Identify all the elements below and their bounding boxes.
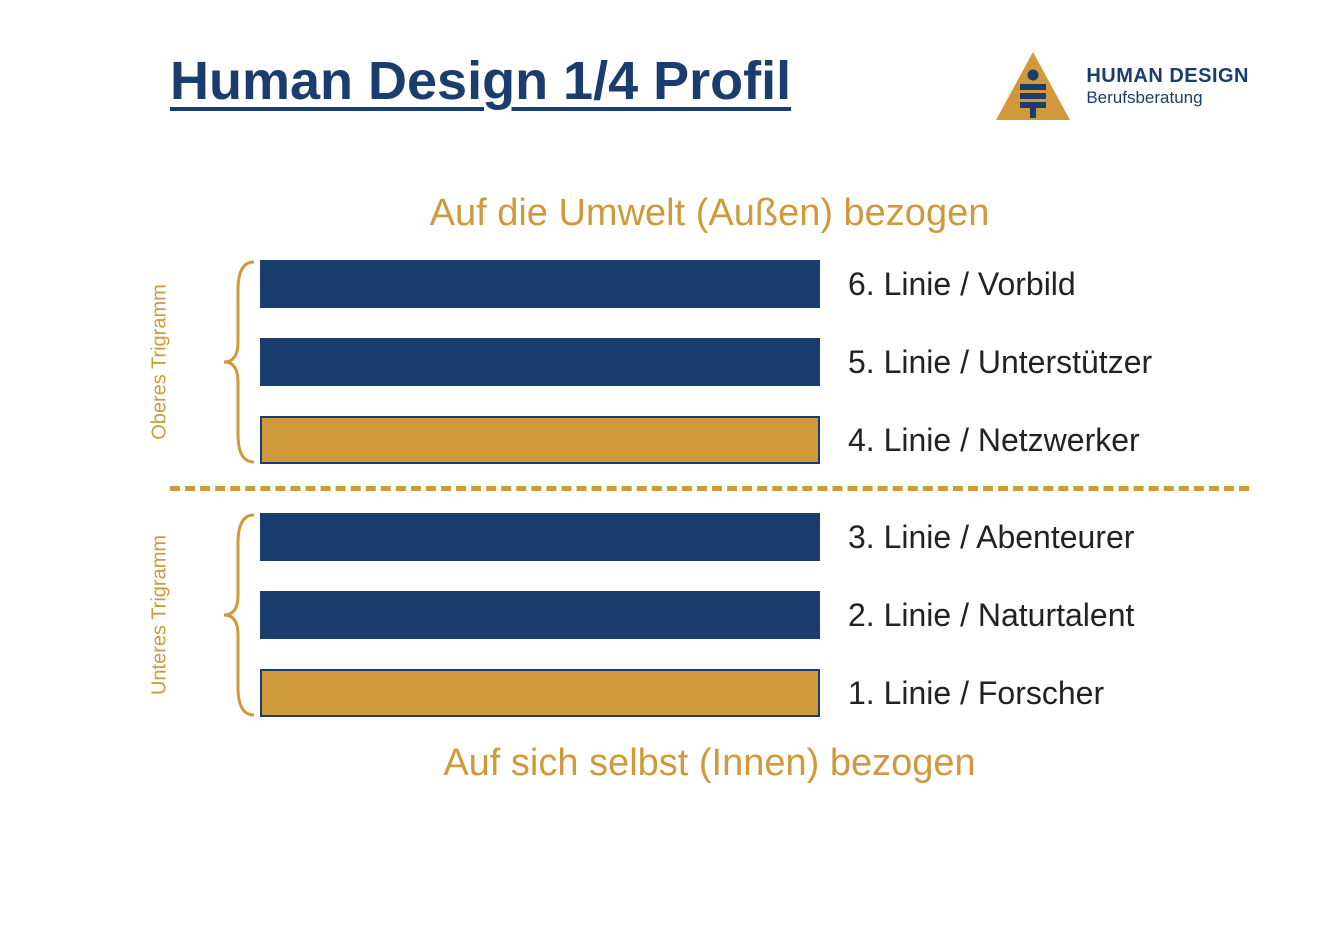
bar-line-4 [260, 416, 820, 464]
upper-trigram: Oberes Trigramm 6. Linie / Vorbild 5. Li… [170, 260, 1249, 464]
bar-line-5 [260, 338, 820, 386]
bar-line-3 [260, 513, 820, 561]
bar-row: 3. Linie / Abenteurer [260, 513, 1249, 561]
bottom-section-label: Auf sich selbst (Innen) bezogen [0, 742, 1339, 785]
bar-label-line-3: 3. Linie / Abenteurer [848, 519, 1134, 556]
logo-text-line1: HUMAN DESIGN [1086, 65, 1249, 88]
bar-line-1 [260, 669, 820, 717]
trigram-divider [170, 486, 1249, 491]
upper-side-label-col: Oberes Trigramm [170, 260, 220, 464]
page-title: Human Design 1/4 Profil [170, 50, 791, 112]
logo-text-line2: Berufsberatung [1086, 88, 1249, 108]
bar-row: 4. Linie / Netzwerker [260, 416, 1249, 464]
bar-row: 5. Linie / Unterstützer [260, 338, 1249, 386]
logo-triangle-icon [994, 50, 1072, 122]
logo-text: HUMAN DESIGN Berufsberatung [1086, 65, 1249, 108]
lower-rows: 3. Linie / Abenteurer 2. Linie / Naturta… [260, 513, 1249, 717]
top-section-label: Auf die Umwelt (Außen) bezogen [0, 192, 1339, 235]
upper-brace [220, 260, 260, 464]
brace-icon [220, 260, 260, 464]
lower-side-label: Unteres Trigramm [149, 535, 172, 695]
upper-rows: 6. Linie / Vorbild 5. Linie / Unterstütz… [260, 260, 1249, 464]
bar-row: 2. Linie / Naturtalent [260, 591, 1249, 639]
logo: HUMAN DESIGN Berufsberatung [994, 50, 1249, 122]
brace-icon [220, 513, 260, 717]
bar-label-line-1: 1. Linie / Forscher [848, 675, 1104, 712]
header: Human Design 1/4 Profil HUMAN DESIGN Ber… [0, 0, 1339, 122]
lower-brace [220, 513, 260, 717]
bar-label-line-4: 4. Linie / Netzwerker [848, 422, 1140, 459]
bar-label-line-6: 6. Linie / Vorbild [848, 266, 1076, 303]
bar-row: 1. Linie / Forscher [260, 669, 1249, 717]
bar-label-line-5: 5. Linie / Unterstützer [848, 344, 1152, 381]
diagram: Oberes Trigramm 6. Linie / Vorbild 5. Li… [0, 260, 1339, 717]
bar-row: 6. Linie / Vorbild [260, 260, 1249, 308]
bar-line-2 [260, 591, 820, 639]
bar-line-6 [260, 260, 820, 308]
lower-side-label-col: Unteres Trigramm [170, 513, 220, 717]
bar-label-line-2: 2. Linie / Naturtalent [848, 597, 1134, 634]
upper-side-label: Oberes Trigramm [149, 284, 172, 440]
lower-trigram: Unteres Trigramm 3. Linie / Abenteurer 2… [170, 513, 1249, 717]
